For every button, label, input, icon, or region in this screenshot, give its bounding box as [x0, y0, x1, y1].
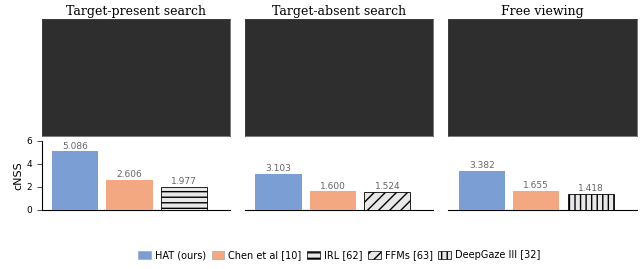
Text: 5.086: 5.086: [62, 141, 88, 151]
Text: 3.382: 3.382: [469, 161, 495, 170]
Bar: [106, 180, 152, 210]
Text: 1.655: 1.655: [524, 181, 549, 190]
Bar: [255, 174, 301, 210]
Text: 1.600: 1.600: [320, 182, 346, 191]
Title: Target-present search: Target-present search: [66, 5, 206, 18]
Title: Free viewing: Free viewing: [501, 5, 584, 18]
Bar: [568, 193, 614, 210]
Legend: HAT (ours), Chen et al [10], IRL [62], FFMs [63], DeepGaze III [32]: HAT (ours), Chen et al [10], IRL [62], F…: [134, 246, 544, 264]
Text: 3.103: 3.103: [266, 164, 291, 173]
Bar: [52, 151, 98, 210]
Title: Target-absent search: Target-absent search: [272, 5, 406, 18]
Text: 1.977: 1.977: [171, 177, 197, 186]
Bar: [161, 187, 207, 210]
Y-axis label: cNSS: cNSS: [13, 161, 23, 190]
Text: 1.524: 1.524: [374, 182, 400, 192]
Bar: [513, 191, 559, 210]
Bar: [310, 192, 356, 210]
Text: 2.606: 2.606: [116, 170, 142, 179]
Bar: [364, 192, 410, 210]
Text: 1.418: 1.418: [578, 184, 604, 193]
Bar: [459, 171, 505, 210]
